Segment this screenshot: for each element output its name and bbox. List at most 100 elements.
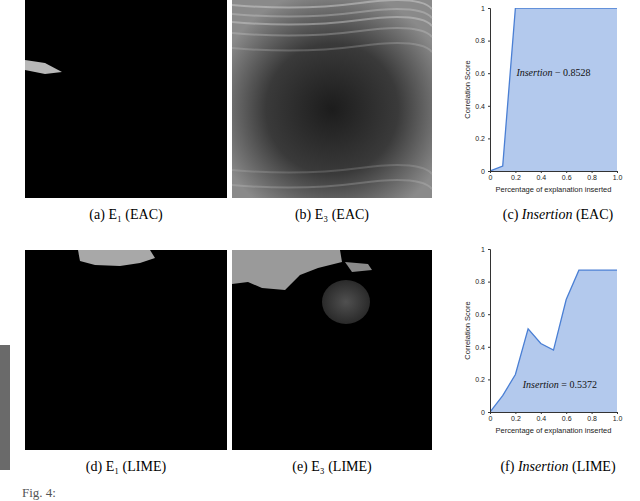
line — [490, 8, 617, 171]
tick-label: 0.6 — [475, 311, 485, 318]
y-axis: 00.20.40.60.81 — [475, 246, 490, 416]
tick: 0 — [489, 171, 493, 181]
tick-label: 0.4 — [536, 415, 546, 422]
caption: (a) E₁ (EAC) — [89, 207, 163, 223]
x-axis: 0 0.2 0.4 0.6 0.8 1.0 — [489, 412, 623, 422]
tick: 0.6 — [475, 70, 490, 77]
tick-mark — [488, 171, 490, 172]
tick-mark — [488, 282, 490, 283]
tick-label: 1 — [481, 5, 485, 12]
tick-mark — [488, 8, 490, 9]
tick-mark — [566, 171, 567, 173]
tick-label: 0.2 — [475, 376, 485, 383]
tick-label: 0.4 — [536, 174, 546, 181]
tick-label: 0.8 — [475, 278, 485, 285]
tick: 0.4 — [536, 171, 546, 181]
caption: (e) E₃ (LIME) — [292, 459, 372, 475]
tick-mark — [541, 171, 542, 173]
tick: 1 — [481, 246, 490, 253]
tick-mark — [488, 138, 490, 139]
axis-line — [491, 172, 618, 174]
tick: 0.4 — [475, 103, 490, 110]
tick-mark — [488, 249, 490, 250]
image-a — [25, 0, 227, 198]
image-b-shading — [232, 0, 432, 198]
tick-mark — [488, 347, 490, 348]
tick: 1.0 — [613, 412, 623, 422]
image-b-texture — [232, 28, 432, 37]
tick-mark — [490, 412, 491, 414]
caption: (d) E₁ (LIME) — [86, 459, 167, 475]
figure-caption: Fig. 4: — [22, 485, 56, 500]
tick: 0.2 — [511, 412, 521, 422]
area — [490, 8, 617, 171]
tick-label: 0.8 — [587, 415, 597, 422]
tick-mark — [566, 412, 567, 414]
caption: (f) Insertion (LIME) — [500, 459, 615, 475]
y-axis-title: Correlation Score — [463, 60, 472, 118]
caption: (c) Insertion (EAC) — [503, 207, 614, 223]
tick: 1.0 — [613, 171, 623, 181]
tick-label: 0.6 — [562, 174, 572, 181]
image-e-region — [322, 280, 370, 324]
y-axis-title: Correlation Score — [463, 301, 472, 359]
tick: 0.8 — [475, 278, 490, 285]
tick-label: 1 — [481, 246, 485, 253]
tick: 0.4 — [475, 344, 490, 351]
image-b-texture — [232, 17, 432, 26]
tick: 0.6 — [475, 311, 490, 318]
chart: 0 0.2 0.4 0.6 0.8 1 0 0.2 0.4 0.6 0.8 1.0Percentage… — [463, 5, 622, 194]
tick-mark — [541, 412, 542, 414]
tick-mark — [592, 171, 593, 173]
tick-mark — [488, 314, 490, 315]
plot-area — [490, 8, 617, 171]
tick: 0.6 — [562, 171, 572, 181]
tick-label: 0 — [481, 168, 485, 175]
x-axis-title: Percentage of explanation inserted — [496, 185, 612, 194]
axis-line — [488, 250, 491, 413]
tick: 0.2 — [475, 376, 490, 383]
tick: 0.2 — [511, 171, 521, 181]
tick-mark — [592, 412, 593, 414]
plot-area — [490, 270, 617, 412]
tick-label: 0 — [489, 415, 493, 422]
tick-mark — [488, 41, 490, 42]
image-e-region — [345, 262, 372, 272]
tick-label: 0.6 — [475, 70, 485, 77]
tick: 0.6 — [562, 412, 572, 422]
image-b-texture — [232, 43, 432, 52]
axis-line — [488, 9, 491, 172]
image-a-region — [25, 60, 62, 74]
tick-mark — [488, 73, 490, 74]
tick-label: 0.2 — [511, 174, 521, 181]
tick-label: 1.0 — [613, 174, 623, 181]
image-e — [232, 250, 432, 450]
image-d-region — [78, 250, 155, 266]
line — [490, 270, 617, 412]
y-axis: 0 0.2 0.4 0.6 0.8 1 — [475, 5, 490, 175]
tick: 0.8 — [587, 412, 597, 422]
image-fragment — [0, 345, 10, 470]
tick: 0 — [489, 412, 493, 422]
tick-label: 0.8 — [587, 174, 597, 181]
tick-label: 0.2 — [475, 135, 485, 142]
figure: (a) E₁ (EAC)(b) E₃ (EAC)(c) Insertion (E… — [0, 0, 640, 501]
tick: 0.4 — [536, 412, 546, 422]
tick: 1 — [481, 5, 490, 12]
x-axis: 0 0.2 0.4 0.6 0.8 1.0 — [489, 171, 623, 181]
chart: 0 0.2 0.4 0.6 0.8 1 0 0.2 0.4 0.6 0.8 1.0 Percentage… — [463, 246, 622, 435]
tick-label: 1.0 — [613, 415, 623, 422]
image-b-texture — [232, 165, 432, 174]
tick-label: 0.8 — [475, 37, 485, 44]
tick-mark — [617, 412, 618, 414]
tick-mark — [490, 171, 491, 173]
annotation: Insertion = 0.5372 — [522, 379, 597, 390]
image-b — [232, 0, 432, 198]
image-d — [25, 250, 227, 450]
tick: 0.8 — [475, 37, 490, 44]
tick-mark — [515, 171, 516, 173]
tick-label: 0.6 — [562, 415, 572, 422]
image-b-texture — [232, 0, 432, 9]
x-axis-title: Percentage of explanation inserted — [496, 426, 612, 435]
area — [490, 270, 617, 412]
